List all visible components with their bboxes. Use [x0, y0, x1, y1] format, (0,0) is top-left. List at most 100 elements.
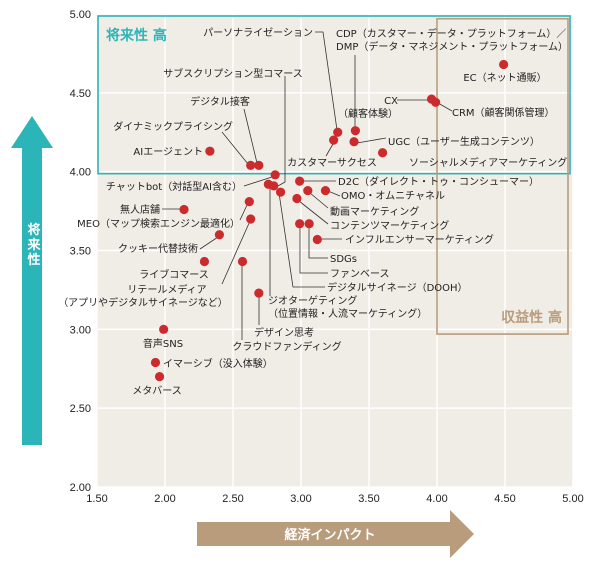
data-point — [179, 204, 189, 215]
data-point — [295, 219, 305, 229]
data-point — [349, 137, 359, 147]
future-high-label: 将来性 高 — [106, 27, 167, 44]
point-label: ライブコマース — [139, 268, 209, 281]
data-point — [244, 197, 254, 207]
data-point — [303, 185, 313, 196]
data-point — [254, 160, 264, 170]
future-high-region — [97, 15, 571, 175]
leader-line — [309, 192, 329, 209]
y-tick-label: 5.00 — [70, 9, 91, 21]
leader-line — [327, 190, 341, 197]
leader-line — [315, 31, 338, 131]
leader-line — [243, 108, 258, 164]
leader-line — [299, 226, 328, 274]
leader-line — [221, 220, 251, 285]
data-point — [246, 214, 256, 224]
point-label: コンテンツマーケティング — [330, 219, 449, 232]
point-label: デザイン思考 — [254, 326, 314, 339]
data-point — [154, 372, 165, 382]
leader-line — [325, 143, 334, 157]
data-point — [499, 59, 509, 70]
leader-line — [356, 137, 387, 144]
point-label: ジオターゲティング（位置情報・人流マーケティング） — [268, 294, 427, 320]
point-labels: EC（ネット通販） CX （顧客体験） CRM（顧客関係管理） パーソナライゼーション C… — [58, 27, 568, 397]
point-label: CDP（カスタマー・データ・プラットフォーム）／ DMP（データ・マネジメント・プ… — [336, 27, 568, 53]
plot-area — [96, 13, 574, 488]
point-label: ソーシャルメディアマーケティング — [409, 156, 567, 169]
x-tick-label: 4.00 — [426, 493, 447, 505]
data-point — [276, 187, 286, 197]
data-point — [199, 256, 210, 267]
y-tick-label: 2.00 — [70, 482, 91, 494]
x-tick-label: 3.00 — [290, 493, 311, 505]
x-tick-label: 4.50 — [494, 493, 515, 505]
data-point — [304, 219, 314, 229]
data-point — [205, 146, 215, 156]
data-point — [329, 135, 339, 145]
point-label: UGC（ユーザー生成コンテンツ） — [388, 135, 540, 148]
point-label: CRM（顧客関係管理） — [452, 106, 555, 119]
y-axis-label: 将来性 — [25, 222, 42, 268]
data-point — [295, 176, 305, 186]
axis-ticks: 1.50 2.00 2.50 3.00 3.50 4.00 4.50 5.002.002.50… — [70, 9, 584, 505]
point-label: パーソナライゼーション — [203, 27, 313, 39]
data-point — [312, 234, 322, 245]
data-point — [350, 126, 360, 136]
leader-line — [243, 176, 273, 187]
point-label: メタバース — [132, 385, 182, 397]
point-label: ファンベース — [330, 268, 390, 280]
leader-line — [298, 200, 329, 225]
data-points — [150, 59, 509, 382]
x-tick-label: 2.50 — [222, 493, 243, 505]
data-point — [320, 185, 331, 196]
data-point — [292, 193, 302, 204]
data-point — [214, 230, 224, 240]
point-label: クッキー代替技術 — [118, 242, 198, 255]
data-point — [333, 127, 343, 137]
data-point — [263, 179, 273, 189]
point-label: ダイナミックプライシング — [113, 120, 233, 133]
point-label: サブスクリプション型コマース — [163, 67, 303, 80]
point-label: MEO（マップ検索エンジン最適化） — [77, 217, 240, 230]
leader-line — [239, 202, 249, 221]
revenue-high-region — [436, 17, 569, 335]
point-label: チャットbot（対話型AI含む） — [106, 180, 242, 193]
data-point — [431, 97, 441, 107]
y-tick-label: 3.00 — [70, 324, 91, 336]
point-label: デジタル接客 — [190, 95, 250, 108]
y-tick-label: 4.50 — [70, 88, 91, 100]
y-tick-label: 2.50 — [70, 403, 91, 415]
point-label: 無人店舗 — [120, 203, 160, 216]
leader-line — [199, 236, 219, 250]
revenue-high-label: 収益性 高 — [501, 309, 562, 326]
data-point — [378, 148, 388, 158]
y-tick-label: 3.50 — [70, 246, 91, 258]
x-tick-label: 2.00 — [154, 493, 175, 505]
data-point — [246, 160, 256, 170]
point-label: 音声SNS — [143, 337, 183, 350]
point-label: 動画マーケティング — [330, 205, 419, 218]
leader-line — [437, 102, 453, 112]
point-label: リテールメディア（アプリやデジタルサイネージなど） — [58, 283, 228, 309]
leader-line — [278, 192, 325, 288]
leader-lines — [162, 31, 453, 340]
point-label: EC（ネット通販） — [463, 72, 546, 84]
point-label: デジタルサイネージ（DOOH） — [327, 281, 468, 294]
point-label: OMO・オムニチャネル — [341, 190, 445, 202]
point-label: AIエージェント — [133, 147, 203, 158]
point-label: CX （顧客体験） — [338, 96, 398, 120]
x-axis-arrow: 経済インパクト — [197, 510, 474, 558]
data-point — [270, 170, 280, 180]
x-tick-label: 5.00 — [562, 493, 583, 505]
point-label: インフルエンサーマーケティング — [345, 233, 494, 246]
data-point — [237, 256, 248, 267]
data-point — [159, 324, 169, 334]
data-point — [254, 288, 264, 298]
y-tick-label: 4.00 — [70, 167, 91, 179]
leader-line — [221, 131, 249, 165]
point-label: D2C（ダイレクト・トゥ・コンシューマー） — [338, 175, 539, 188]
point-label: イマーシブ（没入体験） — [163, 357, 273, 370]
x-axis-label: 経済インパクト — [284, 527, 375, 543]
